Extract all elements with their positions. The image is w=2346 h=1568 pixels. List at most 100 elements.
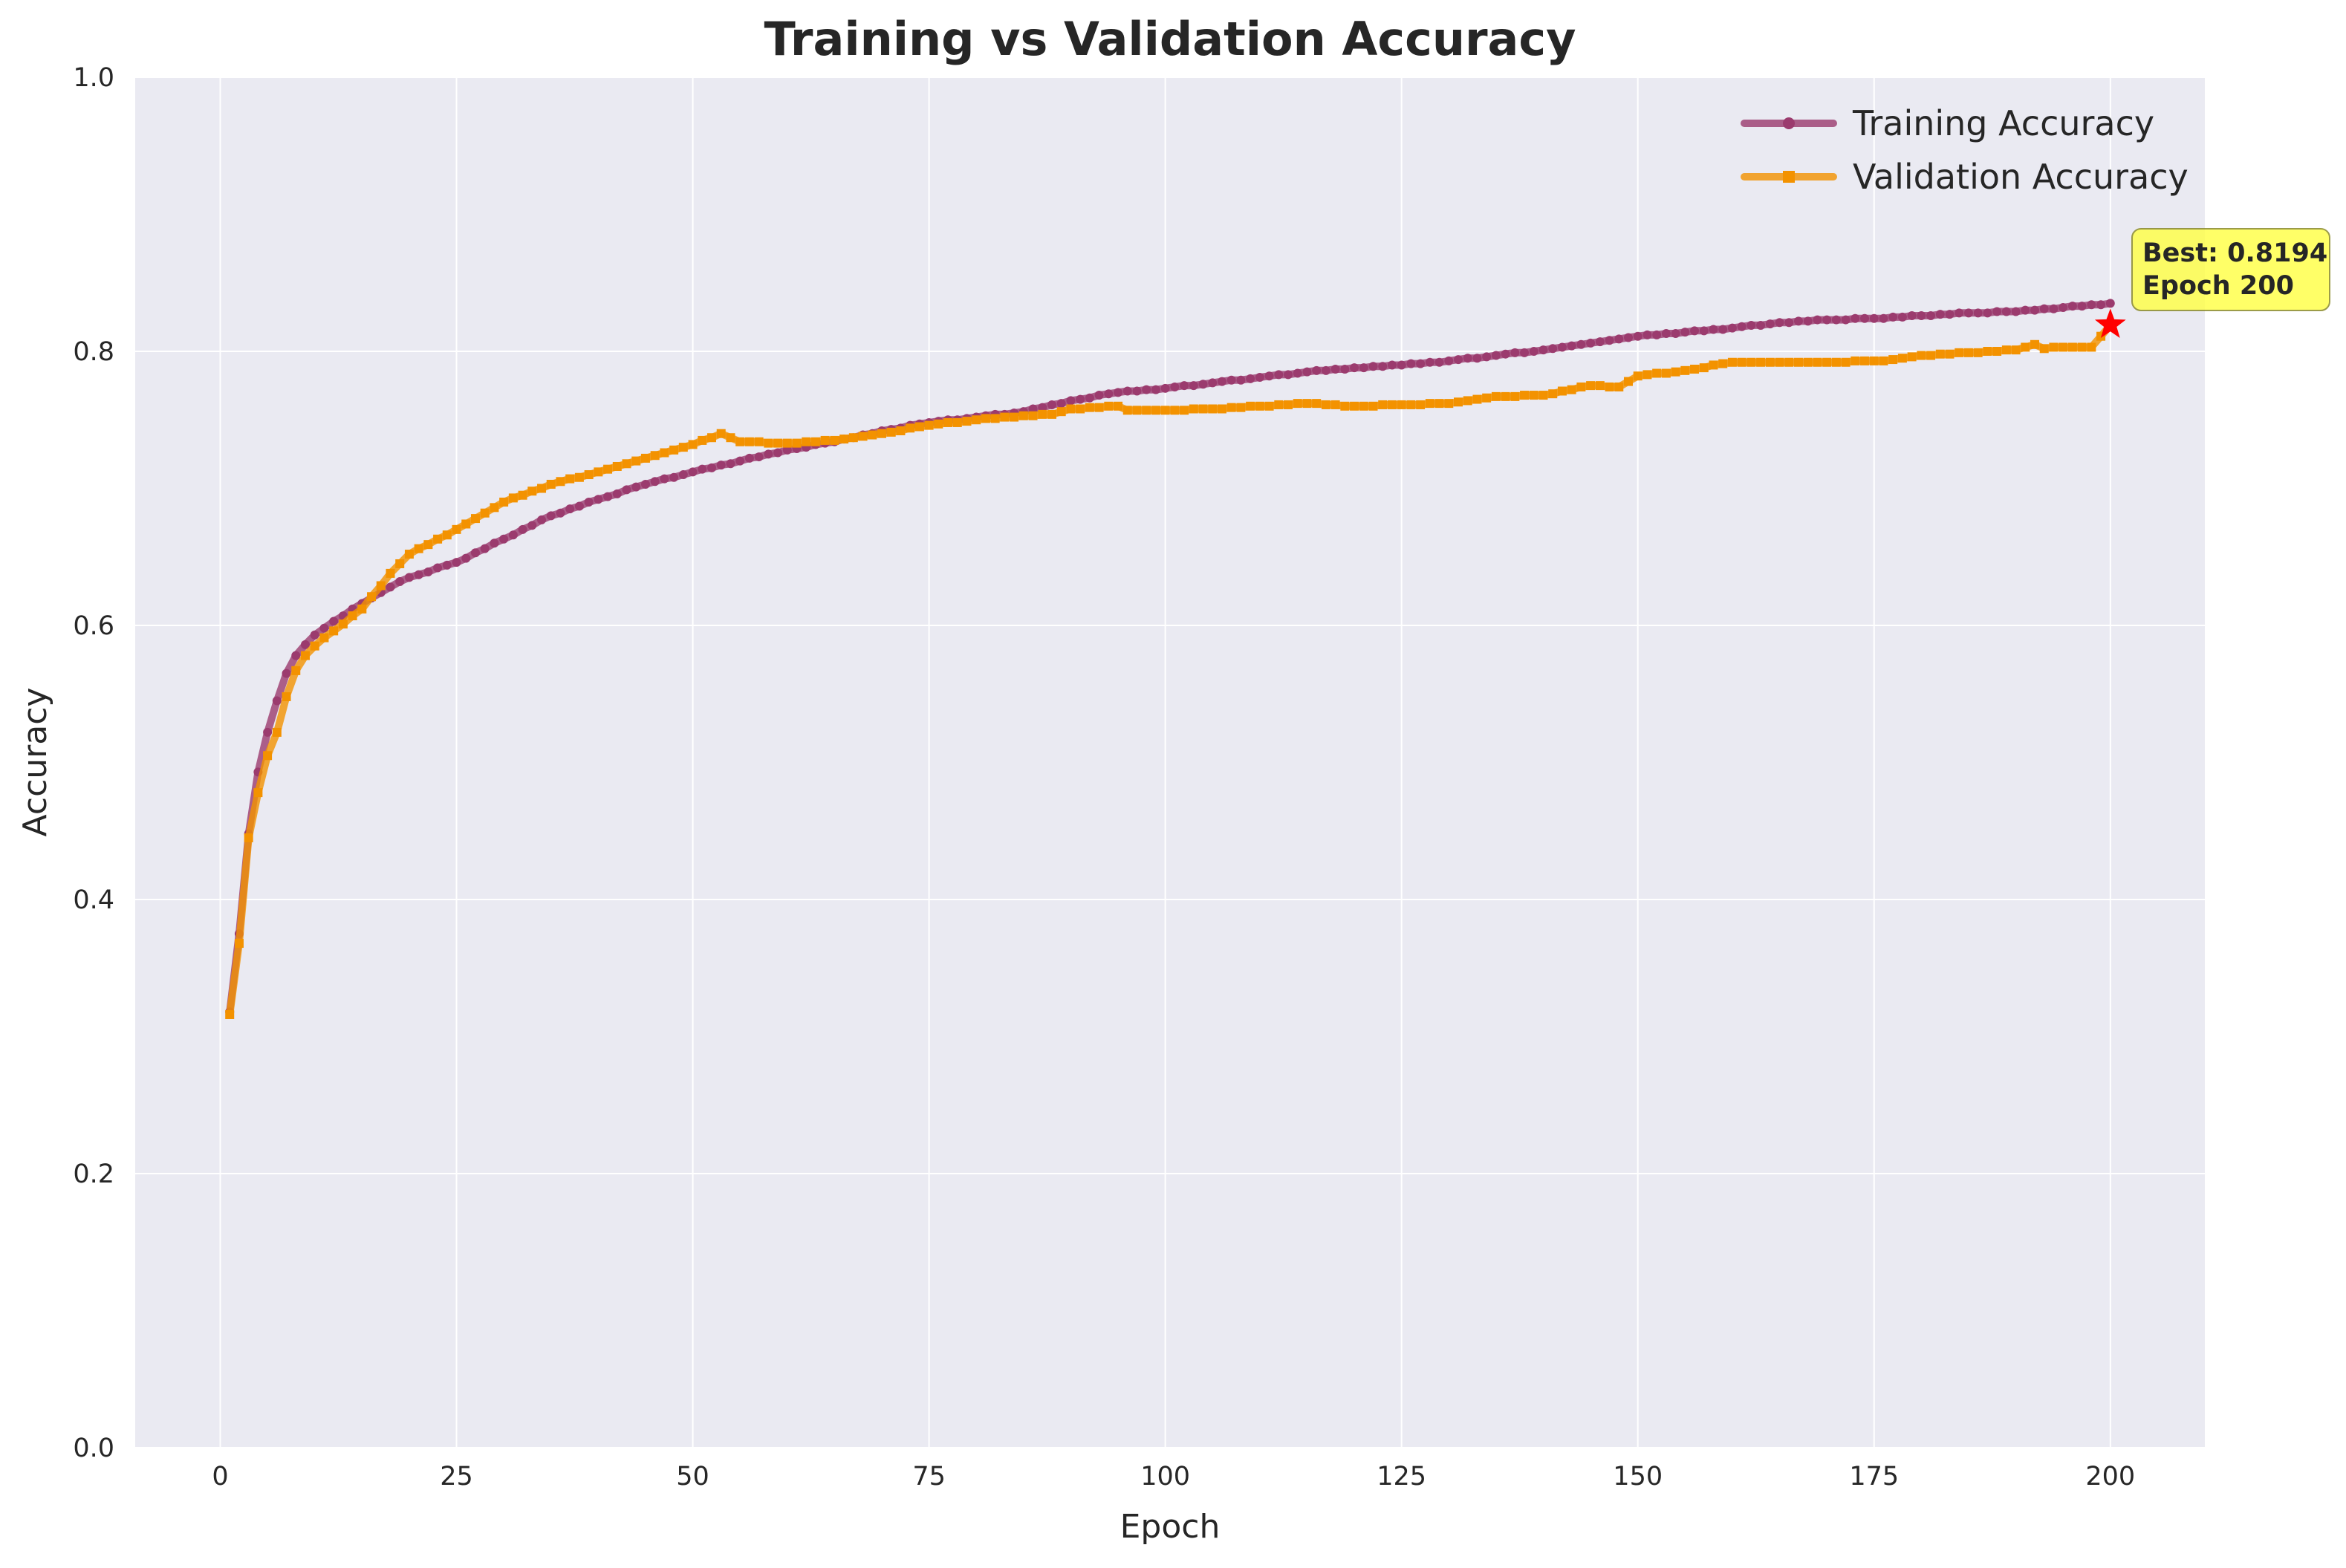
data-point-1-72 xyxy=(906,423,915,433)
data-point-1-3 xyxy=(253,788,263,798)
data-point-1-109 xyxy=(1255,401,1264,411)
data-point-1-147 xyxy=(1614,382,1624,391)
data-point-1-136 xyxy=(1510,391,1520,401)
data-point-0-31 xyxy=(518,524,527,534)
data-point-0-34 xyxy=(546,511,556,521)
data-point-1-54 xyxy=(735,437,745,446)
data-point-1-92 xyxy=(1094,403,1104,412)
data-point-1-175 xyxy=(1879,356,1888,365)
data-point-1-123 xyxy=(1387,400,1397,409)
data-point-1-91 xyxy=(1085,403,1094,412)
data-point-0-138 xyxy=(1529,347,1538,356)
data-point-1-10 xyxy=(319,633,329,643)
data-point-0-159 xyxy=(1727,323,1737,333)
x-tick-label-0: 0 xyxy=(212,1462,228,1491)
data-point-0-164 xyxy=(1775,318,1784,328)
data-point-1-14 xyxy=(357,604,367,614)
data-point-1-162 xyxy=(1756,357,1766,367)
data-point-0-54 xyxy=(735,456,745,466)
data-point-1-137 xyxy=(1520,391,1530,400)
data-point-1-118 xyxy=(1340,401,1350,411)
data-point-0-37 xyxy=(574,501,584,511)
data-point-1-197 xyxy=(2087,342,2096,352)
data-point-0-162 xyxy=(1756,320,1766,330)
data-point-1-79 xyxy=(972,415,981,425)
data-point-0-100 xyxy=(1170,382,1180,391)
data-point-0-149 xyxy=(1633,331,1642,341)
data-point-1-148 xyxy=(1623,377,1633,386)
data-point-0-45 xyxy=(650,477,660,487)
data-point-0-11 xyxy=(329,617,339,626)
data-point-1-57 xyxy=(764,438,773,448)
data-point-1-176 xyxy=(1888,355,1898,365)
data-point-1-42 xyxy=(622,459,631,469)
data-point-1-95 xyxy=(1122,406,1132,415)
data-point-0-108 xyxy=(1246,374,1255,383)
data-point-0-56 xyxy=(754,452,764,462)
data-point-0-36 xyxy=(565,504,575,514)
data-point-0-33 xyxy=(537,515,547,524)
data-point-0-107 xyxy=(1236,375,1246,385)
data-point-1-31 xyxy=(518,490,527,500)
data-point-0-134 xyxy=(1491,351,1501,360)
data-point-1-40 xyxy=(603,464,613,474)
data-point-0-126 xyxy=(1416,359,1426,368)
data-point-0-199 xyxy=(2105,299,2115,308)
data-point-0-168 xyxy=(1813,315,1822,325)
data-point-1-93 xyxy=(1104,401,1114,411)
data-point-0-188 xyxy=(2001,307,2011,316)
data-point-1-58 xyxy=(773,438,783,448)
data-point-0-156 xyxy=(1699,326,1709,336)
data-point-1-188 xyxy=(2001,345,2011,355)
data-point-0-50 xyxy=(698,464,707,474)
data-point-0-8 xyxy=(300,640,310,649)
data-point-1-164 xyxy=(1775,357,1784,367)
data-point-1-64 xyxy=(830,435,839,445)
data-point-1-180 xyxy=(1926,351,1936,360)
data-point-0-185 xyxy=(1973,308,1983,318)
chart-title: Training vs Validation Accuracy xyxy=(764,12,1576,66)
data-point-1-195 xyxy=(2067,342,2077,352)
data-point-1-96 xyxy=(1132,406,1142,415)
data-point-0-123 xyxy=(1387,360,1397,370)
data-point-0-157 xyxy=(1709,325,1718,334)
data-point-0-42 xyxy=(622,485,631,495)
y-tick-label-2: 0.4 xyxy=(73,885,114,915)
data-point-0-160 xyxy=(1737,322,1746,331)
data-point-1-132 xyxy=(1472,394,1482,404)
data-point-1-82 xyxy=(1000,412,1010,422)
data-point-0-20 xyxy=(414,570,423,579)
data-point-0-179 xyxy=(1917,311,1926,321)
data-point-1-119 xyxy=(1350,401,1359,411)
data-point-1-107 xyxy=(1236,403,1246,412)
data-point-0-158 xyxy=(1718,325,1728,334)
x-tick-label-3: 75 xyxy=(912,1462,946,1491)
data-point-1-38 xyxy=(584,470,594,480)
data-point-1-16 xyxy=(376,581,386,591)
data-point-1-143 xyxy=(1576,382,1586,391)
data-point-1-29 xyxy=(499,497,509,507)
data-point-0-101 xyxy=(1180,381,1189,391)
data-point-0-119 xyxy=(1350,363,1359,373)
data-point-1-126 xyxy=(1416,400,1426,409)
data-point-0-184 xyxy=(1963,308,1973,318)
data-point-1-106 xyxy=(1226,403,1236,412)
data-point-1-90 xyxy=(1076,404,1085,414)
data-point-0-106 xyxy=(1226,375,1236,385)
data-point-1-159 xyxy=(1727,357,1737,367)
data-point-1-120 xyxy=(1359,401,1368,411)
data-point-1-98 xyxy=(1151,406,1160,415)
data-point-0-6 xyxy=(282,668,291,678)
data-point-0-5 xyxy=(272,696,282,706)
data-point-1-179 xyxy=(1917,351,1926,360)
data-point-0-92 xyxy=(1094,391,1104,400)
data-point-1-18 xyxy=(395,559,405,568)
data-point-0-47 xyxy=(669,472,679,482)
data-point-0-147 xyxy=(1614,334,1624,344)
data-point-0-86 xyxy=(1038,403,1047,412)
data-point-1-51 xyxy=(707,433,717,443)
data-point-0-187 xyxy=(1992,307,2002,316)
data-point-1-130 xyxy=(1454,397,1463,407)
data-point-0-58 xyxy=(773,448,783,458)
data-point-1-44 xyxy=(640,453,650,463)
